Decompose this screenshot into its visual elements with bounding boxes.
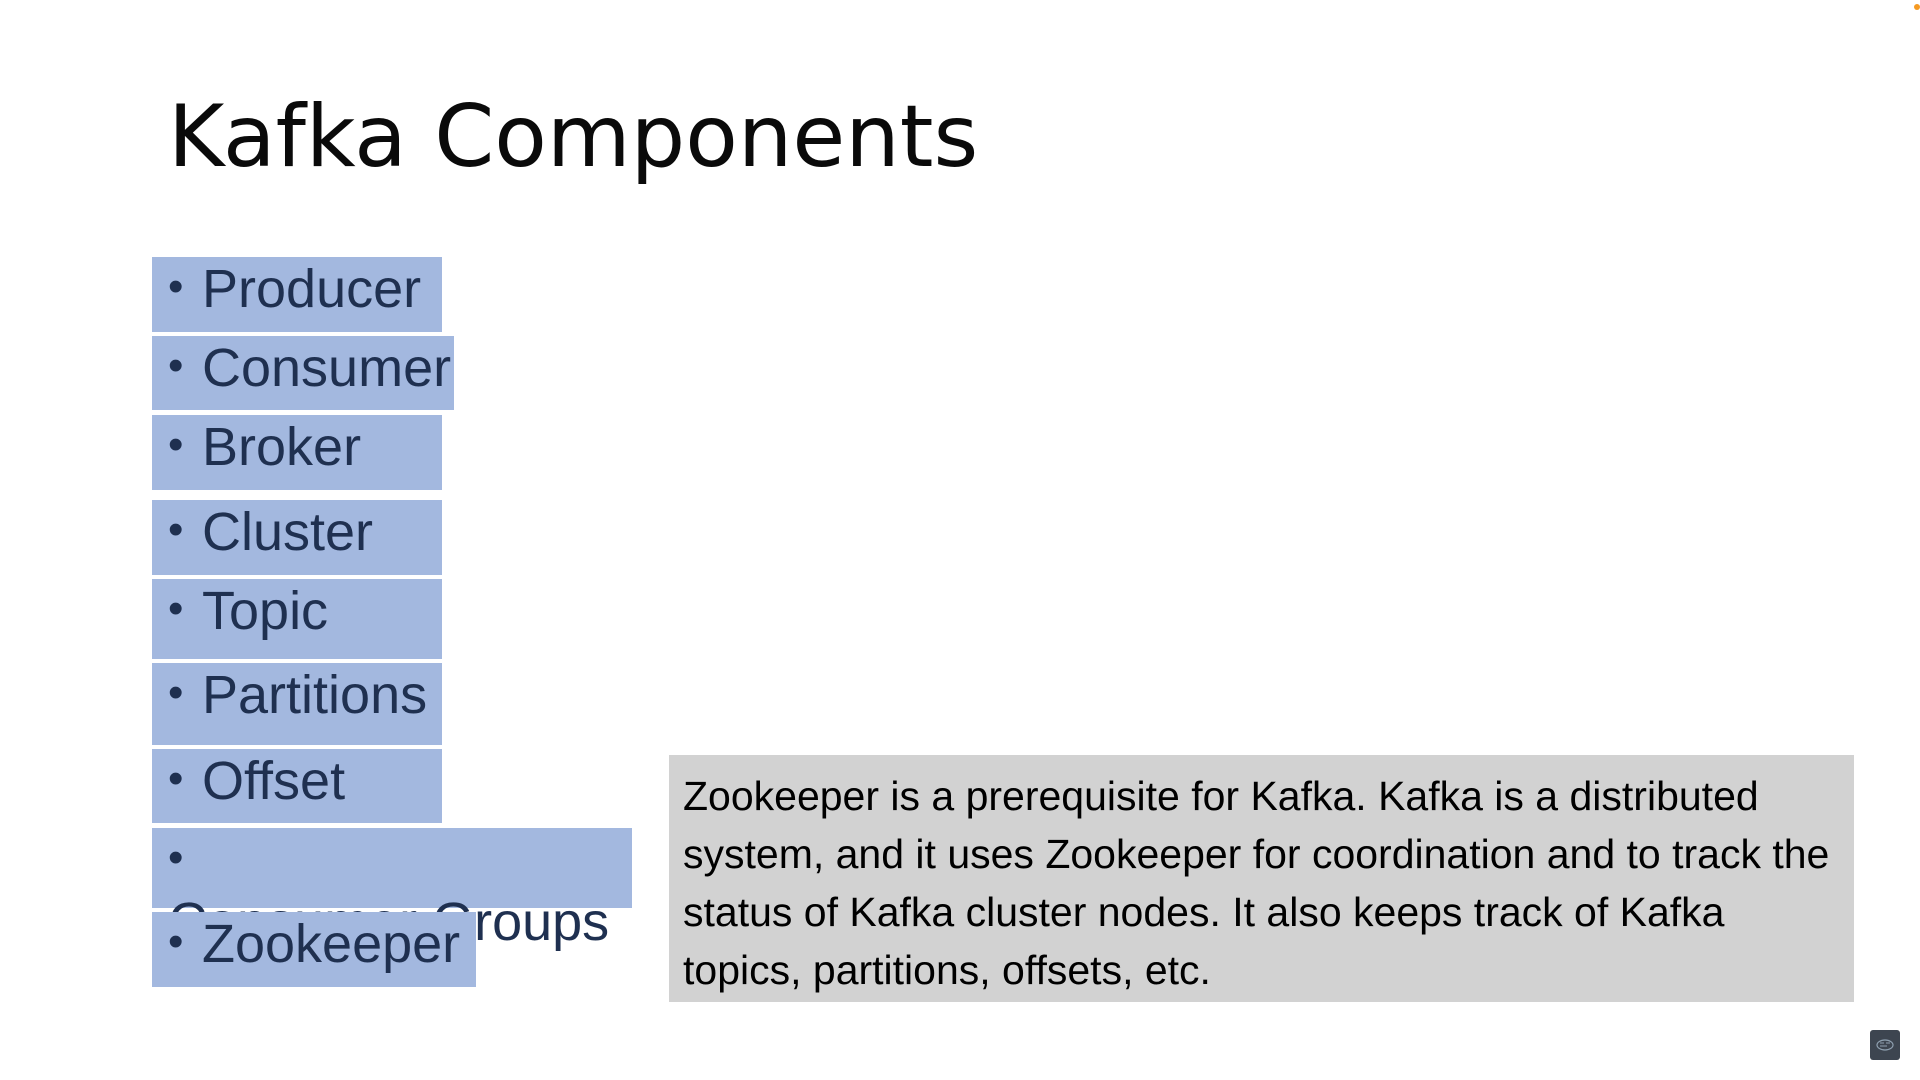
player-controls-glyph: [1876, 1039, 1894, 1051]
orange-dot-icon: [1914, 4, 1920, 10]
bullet-offset: • Offset: [152, 749, 442, 823]
slide-title: Kafka Components: [168, 87, 979, 187]
player-controls-icon[interactable]: [1870, 1030, 1900, 1060]
bullet-cluster: • Cluster: [152, 500, 442, 575]
bullet-topic: • Topic: [152, 579, 442, 659]
bullet-label: Offset: [202, 751, 346, 811]
bullet-label: Partitions: [202, 665, 428, 725]
bullet-zookeeper: • Zookeeper: [152, 912, 476, 987]
bullet-dot: •: [168, 833, 184, 882]
bullet-broker: • Broker: [152, 415, 442, 490]
bullet-dot: •: [168, 262, 184, 311]
bullet-label: Consumer: [202, 338, 452, 398]
bullet-label: Cluster: [202, 502, 374, 562]
bullet-dot: •: [168, 754, 184, 803]
bullet-dot: •: [168, 420, 184, 469]
bullet-consumer-groups: •Consumer Groups: [152, 828, 632, 952]
bullet-consumer: • Consumer: [152, 336, 454, 410]
bullet-label: Topic: [202, 581, 329, 641]
bullet-label: Broker: [202, 417, 362, 477]
zookeeper-note: Zookeeper is a prerequisite for Kafka. K…: [669, 755, 1854, 1002]
bullet-label: Producer: [202, 259, 422, 319]
bullet-dot: •: [168, 505, 184, 554]
bullet-dot: •: [168, 584, 184, 633]
bullet-dot: •: [168, 668, 184, 717]
bullet-dot: •: [168, 341, 184, 390]
bullet-partitions: • Partitions: [152, 663, 442, 745]
bullet-dot: •: [168, 917, 184, 966]
bullet-producer: • Producer: [152, 257, 442, 332]
bullet-label: Zookeeper: [202, 914, 461, 974]
